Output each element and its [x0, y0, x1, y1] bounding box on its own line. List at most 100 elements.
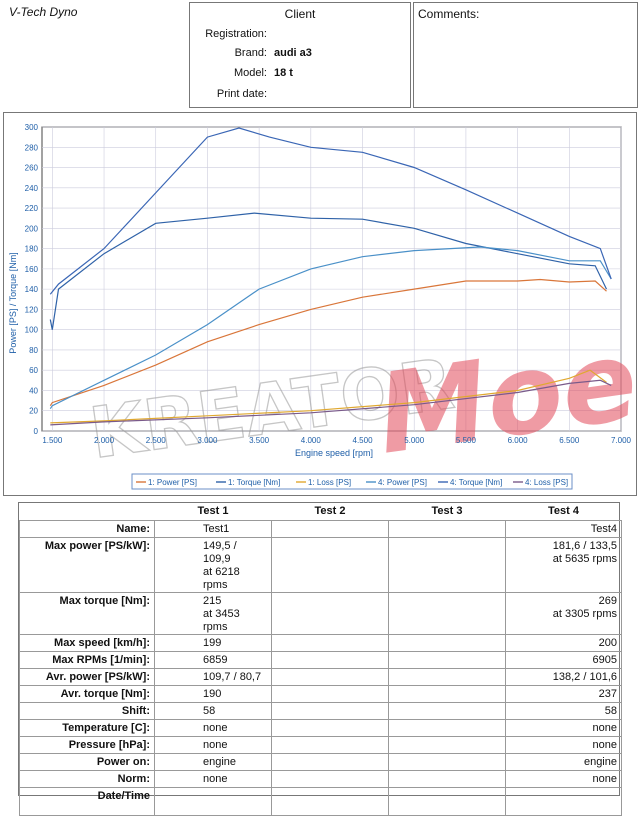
- results-row: Avr. power [PS/kW]: 109,7 / 80,7 138,2 / 1…: [19, 668, 622, 686]
- series-line: [49, 246, 612, 410]
- results-row: Max speed [km/h]: 199 200: [19, 634, 622, 652]
- header-test-4: Test 4: [548, 505, 579, 517]
- y-tick-label: 200: [25, 224, 39, 233]
- legend-entry: 1: Torque [Nm]: [228, 478, 280, 487]
- test3-value: [388, 668, 506, 686]
- results-row: Avr. torque [Nm]: 190 237: [19, 685, 622, 703]
- client-panel: Client Registration: Brand: audi a3 Mode…: [189, 2, 411, 108]
- results-row: Date/Time: [19, 787, 622, 816]
- legend-box: [131, 473, 573, 490]
- x-tick-label: 5.000: [404, 436, 425, 445]
- dyno-chart: KREATOR Moey 1.500 2.000 2.500 3.000 3.500 4.…: [8, 123, 636, 490]
- test1-value: 215 at 3453 rpms: [154, 592, 272, 635]
- test2-value: [271, 685, 389, 703]
- series-line: [49, 278, 607, 407]
- series-line: [49, 212, 608, 330]
- test1-value: 199: [154, 634, 272, 652]
- series-line: [50, 369, 607, 424]
- results-row: Norm: none none: [19, 770, 622, 788]
- print-date-label: Print date:: [216, 88, 267, 100]
- test3-value: [388, 770, 506, 788]
- row-label: Shift:: [19, 702, 155, 720]
- test1-value: [154, 787, 272, 816]
- chart-series: [49, 127, 612, 426]
- test4-value: 269 at 3305 rpms: [505, 592, 622, 635]
- test4-value: none: [505, 770, 622, 788]
- test2-value: [271, 719, 389, 737]
- x-tick-label: 1.500: [42, 436, 63, 445]
- x-tick-label: 2.500: [146, 436, 167, 445]
- results-table: Test 1 Test 2 Test 3 Test 4 Name: Test1 Test4 M…: [19, 503, 622, 816]
- y-tick-label: 20: [29, 407, 38, 416]
- x-tick-label: 2.000: [94, 436, 115, 445]
- client-title: Client: [284, 7, 316, 21]
- test2-value: [271, 651, 389, 669]
- registration-label: Registration:: [205, 28, 267, 40]
- legend-entry: 4: Loss [PS]: [525, 478, 568, 487]
- row-label: Date/Time: [19, 787, 155, 816]
- row-label: Norm:: [19, 770, 155, 788]
- results-row: Max torque [Nm]: 215 at 3453 rpms 269 at 330…: [19, 592, 622, 635]
- comments-panel: Comments:: [413, 2, 638, 108]
- y-tick-label: 100: [25, 326, 39, 335]
- test2-value: [271, 634, 389, 652]
- chart-legend: 1: Power [PS] 1: Torque [Nm] 1: Loss [PS] 4…: [131, 473, 573, 490]
- row-label: Max RPMs [1/min]:: [19, 651, 155, 669]
- app-brand: V-Tech Dyno: [9, 5, 78, 19]
- test3-value: [388, 736, 506, 754]
- test1-value: 6859: [154, 651, 272, 669]
- test4-value: 200: [505, 634, 622, 652]
- test4-value: none: [505, 736, 622, 754]
- results-row: Shift: 58 58: [19, 702, 622, 720]
- results-row: Pressure [hPa]: none none: [19, 736, 622, 754]
- y-axis-label: Power [PS] / Torque [Nm]: [8, 252, 18, 353]
- brand-value: audi a3: [274, 47, 312, 59]
- test2-value: [271, 736, 389, 754]
- row-label: Max speed [km/h]:: [19, 634, 155, 652]
- test3-value: [388, 702, 506, 720]
- test4-value: Test4: [505, 520, 622, 538]
- test1-value: 190: [154, 685, 272, 703]
- y-tick-label: 80: [29, 346, 38, 355]
- y-tick-label: 40: [29, 386, 38, 395]
- header-test-2: Test 2: [314, 505, 346, 517]
- test2-value: [271, 702, 389, 720]
- test4-value: 58: [505, 702, 622, 720]
- test3-value: [388, 634, 506, 652]
- test1-value: 149,5 / 109,9 at 6218 rpms: [154, 537, 272, 593]
- y-tick-label: 160: [25, 265, 39, 274]
- test2-value: [271, 592, 389, 635]
- test4-value: none: [505, 719, 622, 737]
- test1-value: none: [154, 770, 272, 788]
- chart-grid: [41, 126, 622, 432]
- x-tick-label: 4.500: [353, 436, 374, 445]
- results-row: Name: Test1 Test4: [19, 520, 622, 538]
- test2-value: [271, 520, 389, 538]
- test4-value: 181,6 / 133,5 at 5635 rpms: [505, 537, 622, 593]
- test2-value: [271, 770, 389, 788]
- y-tick-label: 120: [25, 305, 39, 314]
- x-tick-label: 3.500: [249, 436, 270, 445]
- results-header-row: Test 1 Test 2 Test 3 Test 4: [20, 503, 622, 521]
- x-tick-label: 6.000: [508, 436, 529, 445]
- test3-value: [388, 787, 506, 816]
- row-label: Power on:: [19, 753, 155, 771]
- test4-value: 138,2 / 101,6: [505, 668, 622, 686]
- legend-entry: 1: Loss [PS]: [308, 478, 351, 487]
- row-label: Avr. torque [Nm]:: [19, 685, 155, 703]
- model-value: 18 t: [274, 67, 293, 79]
- header-test-1: Test 1: [197, 505, 229, 517]
- y-tick-label: 60: [29, 366, 38, 375]
- model-label: Model:: [233, 67, 267, 79]
- y-tick-label: 260: [25, 164, 39, 173]
- y-axis-ticks: 0 20 40 60 80 100 120 140 160 180 200 220 240 260 280 3…: [25, 123, 39, 436]
- test1-value: 58: [154, 702, 272, 720]
- series-line: [50, 379, 612, 426]
- test2-value: [271, 753, 389, 771]
- x-axis-ticks: 1.500 2.000 2.500 3.000 3.500 4.000 4.500 5.000…: [42, 436, 631, 445]
- x-tick-label: 7.000: [611, 436, 632, 445]
- row-label: Pressure [hPa]:: [19, 736, 155, 754]
- test3-value: [388, 685, 506, 703]
- test3-value: [388, 719, 506, 737]
- test1-value: none: [154, 736, 272, 754]
